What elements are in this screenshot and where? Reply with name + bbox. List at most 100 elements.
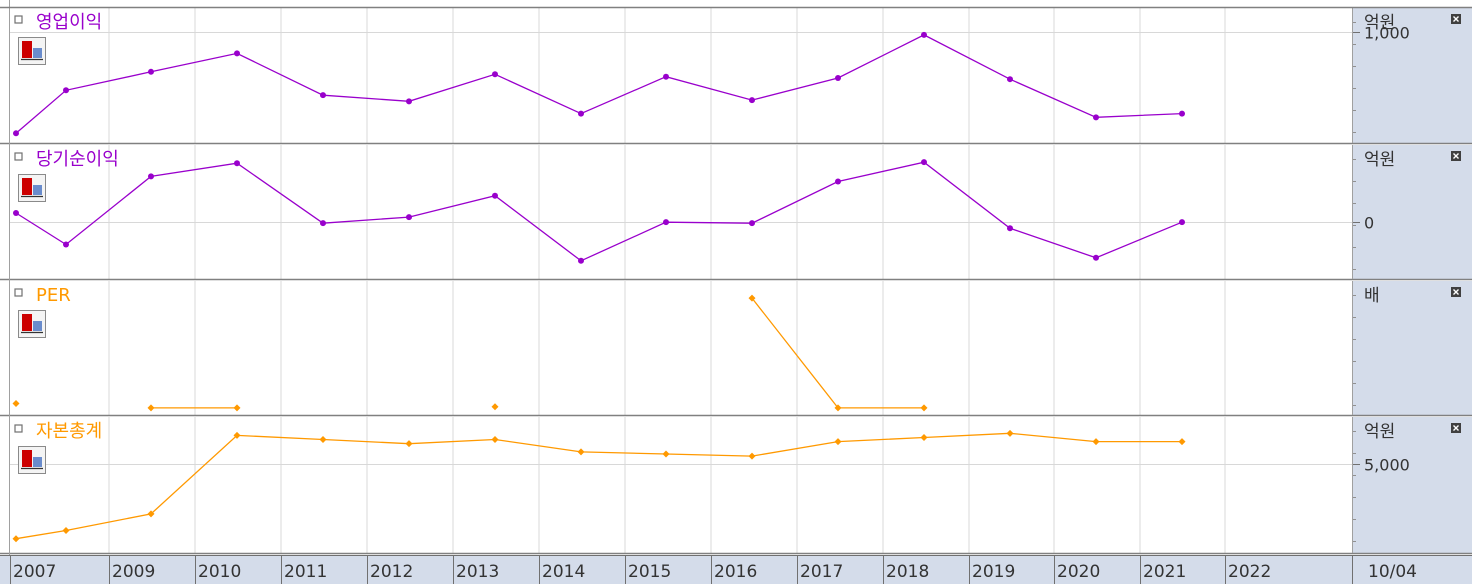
data-point — [1007, 225, 1013, 232]
data-point — [12, 399, 20, 407]
data-point — [12, 535, 20, 543]
value-axis-area — [1352, 281, 1472, 415]
x-tick-label: 2012 — [370, 562, 413, 582]
x-tick-label: 2020 — [1057, 562, 1100, 582]
data-point — [148, 173, 154, 180]
data-point — [147, 404, 155, 412]
chart-type-icon[interactable] — [18, 37, 46, 65]
chart-type-icon[interactable] — [18, 446, 46, 474]
unit-label: 억원 — [1364, 13, 1395, 33]
data-point — [663, 73, 669, 80]
data-point — [13, 130, 19, 137]
data-point — [749, 97, 755, 104]
x-tick-label: 2010 — [198, 562, 241, 582]
chart-panel-1: 1,000 영업이익 억원 — [0, 8, 1472, 145]
data-point — [835, 74, 841, 81]
close-icon[interactable] — [1451, 287, 1461, 297]
data-point — [1006, 429, 1014, 437]
y-tick-label: 5,000 — [1364, 456, 1410, 475]
chart-panel-2: 0 당기순이익 억원 — [0, 145, 1472, 281]
data-point — [13, 210, 19, 217]
data-point — [835, 178, 841, 185]
data-point — [921, 31, 927, 38]
data-point — [1093, 254, 1099, 261]
data-point — [834, 438, 842, 446]
value-axis-area — [1352, 8, 1472, 143]
data-point — [1092, 438, 1100, 446]
unit-label: 배 — [1364, 286, 1380, 306]
data-point — [748, 452, 756, 460]
data-point — [319, 436, 327, 444]
close-icon[interactable] — [1451, 14, 1461, 24]
x-tick-label: 2017 — [800, 562, 843, 582]
x-tick-label: 2018 — [886, 562, 929, 582]
data-point — [578, 110, 584, 117]
x-tick-label: 2007 — [13, 562, 56, 582]
data-point — [63, 87, 69, 94]
y-tick-label: 0 — [1364, 214, 1374, 233]
data-point — [320, 220, 326, 227]
date-corner-label: 10/04 — [1368, 562, 1417, 582]
x-tick-label: 2011 — [284, 562, 327, 582]
data-point — [1007, 76, 1013, 83]
data-point — [233, 431, 241, 439]
series-toggle-icon[interactable] — [14, 424, 23, 433]
data-point — [1179, 219, 1185, 226]
chart-panel-3: PER 배 — [0, 281, 1472, 417]
x-tick-label: 2014 — [542, 562, 585, 582]
value-axis-area — [1352, 417, 1472, 553]
data-point — [491, 436, 499, 444]
data-point — [234, 160, 240, 167]
data-point — [234, 50, 240, 57]
data-point — [406, 214, 412, 221]
data-point — [62, 526, 70, 534]
close-icon[interactable] — [1451, 423, 1461, 433]
close-icon[interactable] — [1451, 151, 1461, 161]
unit-label: 억원 — [1364, 150, 1395, 170]
x-axis-band — [0, 555, 1472, 584]
chart-panel-4: 5,000 자본총계 억원 — [0, 417, 1472, 555]
value-axis-area — [1352, 145, 1472, 279]
data-point — [492, 71, 498, 78]
x-tick-label: 2009 — [112, 562, 155, 582]
data-point — [492, 192, 498, 199]
plot-area — [10, 145, 1352, 279]
chart-type-icon[interactable] — [18, 174, 46, 202]
panel-title: 당기순이익 — [36, 149, 119, 170]
x-tick-label: 2013 — [456, 562, 499, 582]
series-toggle-icon[interactable] — [14, 288, 23, 297]
data-point — [491, 403, 499, 411]
plot-area — [10, 8, 1352, 143]
x-tick-label: 2022 — [1228, 562, 1271, 582]
data-point — [834, 404, 842, 412]
data-point — [663, 219, 669, 226]
series-toggle-icon[interactable] — [14, 152, 23, 161]
data-point — [921, 159, 927, 166]
data-point — [1093, 114, 1099, 121]
panel-title: 영업이익 — [36, 12, 102, 33]
data-point — [1179, 110, 1185, 117]
data-point — [320, 92, 326, 99]
x-tick-label: 2015 — [628, 562, 671, 582]
series-toggle-icon[interactable] — [14, 15, 23, 24]
data-point — [748, 294, 756, 302]
chart-type-icon[interactable] — [18, 310, 46, 338]
data-point — [148, 68, 154, 75]
unit-label: 억원 — [1364, 422, 1395, 442]
y-tick-label: 1,000 — [1364, 24, 1410, 43]
data-point — [147, 510, 155, 518]
data-point — [577, 448, 585, 456]
data-point — [405, 440, 413, 448]
x-tick-label: 2016 — [714, 562, 757, 582]
data-point — [578, 257, 584, 264]
x-axis: 2007 2009 2010 2011 2012 2013 2014 2015 2016 2017… — [0, 555, 1472, 584]
data-point — [233, 404, 241, 412]
panel-title: PER — [36, 285, 71, 306]
plot-area — [10, 417, 1352, 553]
data-point — [749, 220, 755, 227]
data-point — [1178, 438, 1186, 446]
panel-title: 자본총계 — [36, 421, 102, 442]
top-strip — [0, 0, 1352, 8]
